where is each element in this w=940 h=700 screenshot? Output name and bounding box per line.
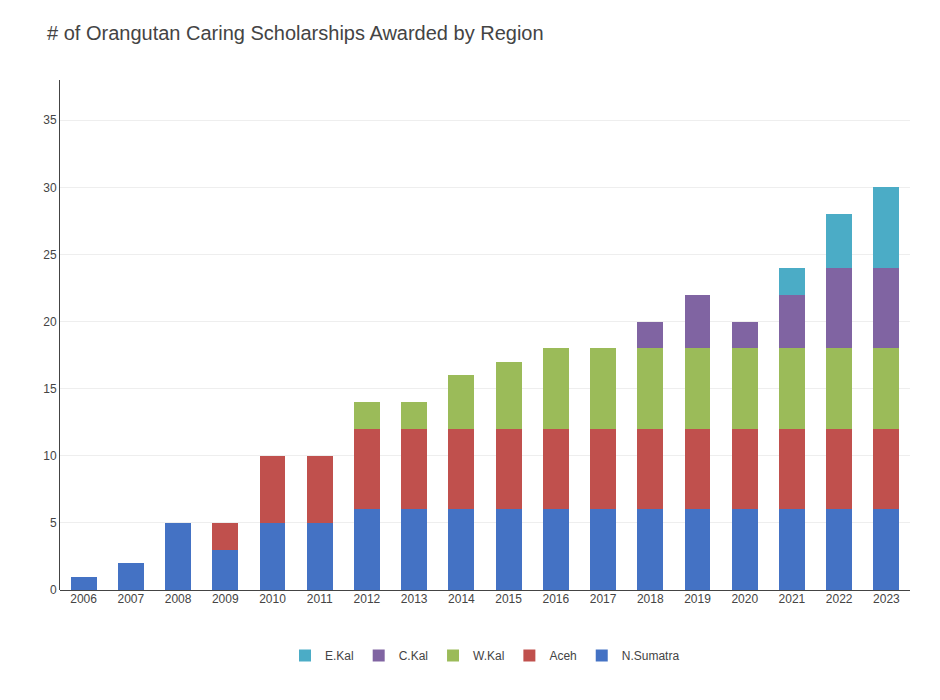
svg-text:N.Sumatra: N.Sumatra (622, 649, 680, 663)
svg-text:W.Kal: W.Kal (473, 649, 504, 663)
svg-text:2011: 2011 (307, 592, 333, 606)
svg-text:2007: 2007 (117, 592, 144, 606)
svg-text:5: 5 (50, 516, 57, 530)
svg-text:2006: 2006 (70, 592, 97, 606)
svg-text:10: 10 (43, 449, 57, 463)
svg-text:Aceh: Aceh (549, 649, 576, 663)
svg-text:2016: 2016 (542, 592, 569, 606)
svg-text:35: 35 (43, 113, 57, 127)
svg-text:2012: 2012 (354, 592, 381, 606)
svg-text:2017: 2017 (590, 592, 617, 606)
svg-text:2015: 2015 (495, 592, 522, 606)
svg-text:2013: 2013 (401, 592, 428, 606)
svg-text:25: 25 (43, 248, 57, 262)
svg-text:E.Kal: E.Kal (325, 649, 354, 663)
svg-text:2021: 2021 (779, 592, 806, 606)
svg-text:C.Kal: C.Kal (399, 649, 428, 663)
svg-text:2008: 2008 (165, 592, 192, 606)
svg-text:2019: 2019 (684, 592, 711, 606)
svg-text:2014: 2014 (448, 592, 475, 606)
svg-text:2010: 2010 (259, 592, 286, 606)
svg-text:2009: 2009 (212, 592, 239, 606)
svg-text:# of Orangutan Caring Scholars: # of Orangutan Caring Scholarships Award… (47, 22, 544, 44)
svg-text:2022: 2022 (826, 592, 853, 606)
svg-text:15: 15 (43, 382, 57, 396)
svg-text:2020: 2020 (731, 592, 758, 606)
svg-text:30: 30 (43, 181, 57, 195)
svg-text:2023: 2023 (873, 592, 900, 606)
svg-text:20: 20 (43, 315, 57, 329)
svg-text:2018: 2018 (637, 592, 664, 606)
svg-text:0: 0 (50, 583, 57, 597)
